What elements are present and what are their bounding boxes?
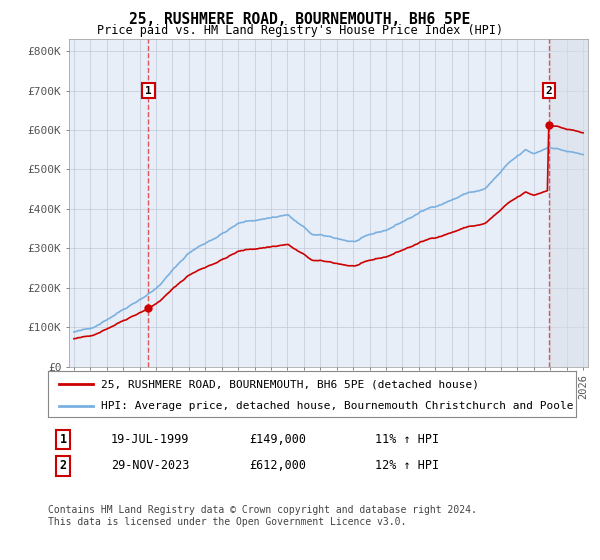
Text: 12% ↑ HPI: 12% ↑ HPI (375, 459, 439, 473)
Text: HPI: Average price, detached house, Bournemouth Christchurch and Poole: HPI: Average price, detached house, Bour… (101, 401, 574, 410)
Text: 19-JUL-1999: 19-JUL-1999 (111, 433, 190, 446)
Text: Price paid vs. HM Land Registry's House Price Index (HPI): Price paid vs. HM Land Registry's House … (97, 24, 503, 36)
Text: Contains HM Land Registry data © Crown copyright and database right 2024.
This d: Contains HM Land Registry data © Crown c… (48, 505, 477, 527)
Text: 11% ↑ HPI: 11% ↑ HPI (375, 433, 439, 446)
Text: £149,000: £149,000 (249, 433, 306, 446)
Text: 1: 1 (59, 433, 67, 446)
Text: 29-NOV-2023: 29-NOV-2023 (111, 459, 190, 473)
Text: £612,000: £612,000 (249, 459, 306, 473)
Bar (549, 39, 588, 367)
Text: 1: 1 (145, 86, 152, 96)
Text: 25, RUSHMERE ROAD, BOURNEMOUTH, BH6 5PE: 25, RUSHMERE ROAD, BOURNEMOUTH, BH6 5PE (130, 12, 470, 27)
Bar (549, 39, 588, 367)
Text: 2: 2 (545, 86, 552, 96)
Text: 2: 2 (59, 459, 67, 473)
Text: 25, RUSHMERE ROAD, BOURNEMOUTH, BH6 5PE (detached house): 25, RUSHMERE ROAD, BOURNEMOUTH, BH6 5PE … (101, 379, 479, 389)
